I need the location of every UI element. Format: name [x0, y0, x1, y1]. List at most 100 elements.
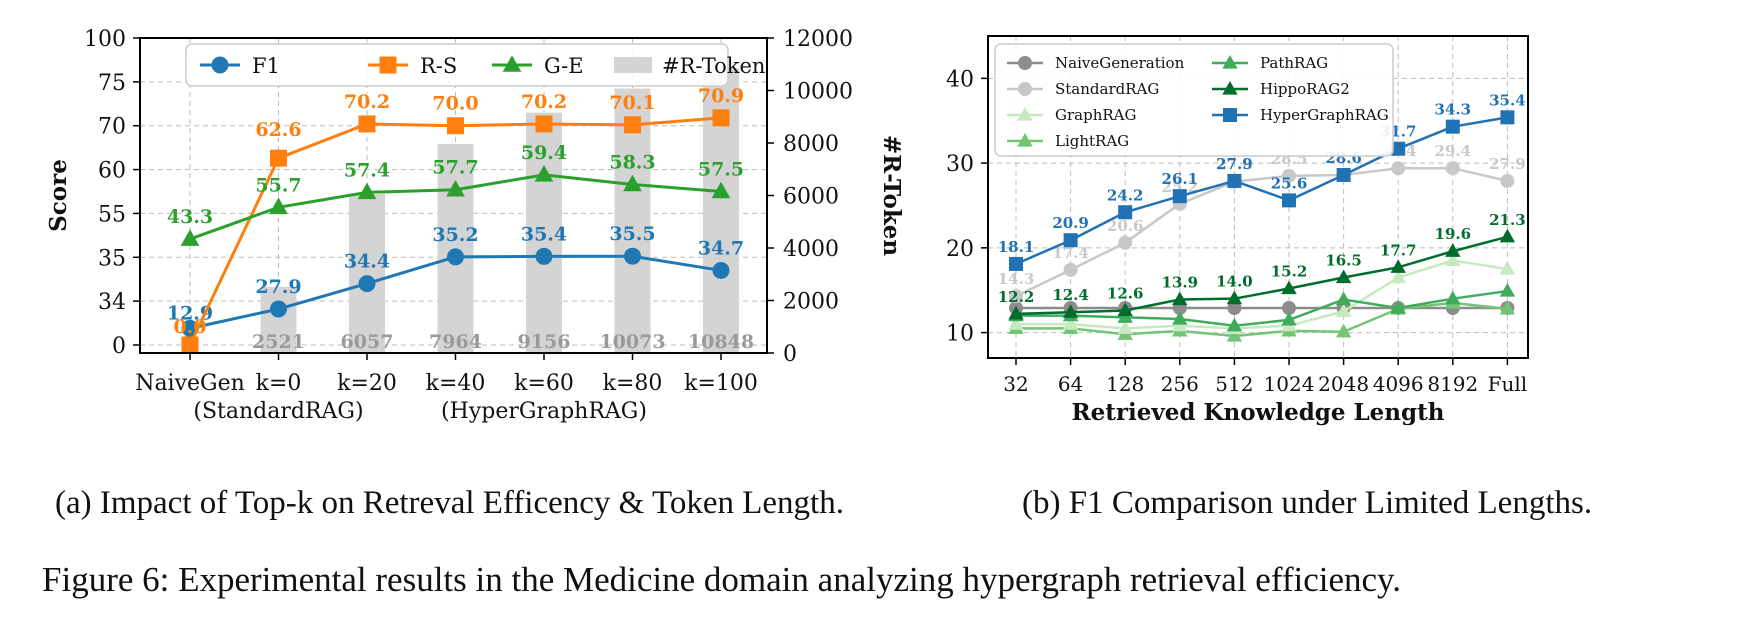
data-label-f1: 35.2: [432, 224, 478, 246]
data-label-r-s: 70.2: [344, 91, 390, 113]
data-label-hipporag2: 14.0: [1216, 273, 1253, 291]
data-point-standardrag: [1282, 168, 1296, 183]
data-point-hipporag2: [1008, 305, 1024, 320]
data-label-hypergraphrag: 26.1: [1162, 170, 1199, 188]
data-label-hypergraphrag: 24.2: [1107, 186, 1144, 204]
data-point-pathrag: [1172, 310, 1188, 325]
data-point-g-e: [711, 181, 731, 199]
token-bar-label: 9156: [518, 331, 571, 353]
data-point-pathrag: [1499, 283, 1516, 297]
data-point-hypergraphrag: [1445, 119, 1460, 134]
data-label-g-e: 57.4: [344, 159, 390, 181]
data-point-g-e: [180, 229, 200, 246]
data-point-standardrag: [1391, 161, 1406, 176]
data-label-standardrag: 14.3: [998, 270, 1035, 288]
data-label-standardrag: 17.4: [1052, 244, 1089, 262]
y-tick-label: 75: [98, 71, 126, 96]
data-label-hipporag2: 12.2: [998, 288, 1035, 306]
legend-label: HippoRAG2: [1260, 80, 1350, 98]
data-label-hipporag2: 15.2: [1271, 263, 1308, 281]
data-label-r-s: 62.6: [255, 119, 301, 141]
legend-marker: [1222, 54, 1238, 69]
x-tick-label: k=60: [514, 371, 574, 396]
token-bar: [349, 194, 385, 353]
data-point-hipporag2: [1172, 291, 1188, 306]
data-label-hypergraphrag: 35.4: [1489, 91, 1526, 109]
y-tick-label: 10: [946, 322, 974, 347]
caption-a: (a) Impact of Top-k on Retreval Efficenc…: [55, 485, 844, 521]
y-tick-label: 100: [84, 27, 126, 52]
caption-b: (b) F1 Comparison under Limited Lengths.: [1022, 485, 1593, 521]
data-label-f1: 35.5: [609, 223, 655, 245]
token-bar-label: 7964: [429, 331, 482, 353]
x-tick-label: Full: [1488, 372, 1528, 396]
x-tick-label: 256: [1161, 372, 1199, 396]
data-label-hipporag2: 12.6: [1107, 285, 1144, 303]
x-axis-title: Retrieved Knowledge Length: [1072, 399, 1445, 426]
data-label-g-e: 43.3: [167, 206, 213, 228]
data-point-r-s: [270, 149, 287, 167]
token-bar: [526, 112, 562, 353]
data-point-hypergraphrag: [1336, 167, 1351, 182]
y2-tick-label: 0: [783, 342, 797, 367]
x-group-label: (StandardRAG): [193, 399, 363, 424]
data-point-standardrag: [1500, 173, 1515, 188]
chart-b: 14.317.420.625.227.828.529.429.427.912.2…: [946, 35, 1529, 426]
y2-tick-label: 12000: [783, 27, 853, 52]
data-label-g-e: 55.7: [255, 174, 301, 196]
plot-frame: [987, 35, 1529, 359]
legend-marker: [1018, 82, 1032, 96]
data-point-graphrag: [1117, 320, 1133, 334]
data-label-hypergraphrag: 27.9: [1216, 155, 1253, 173]
data-label-f1: 34.4: [344, 251, 390, 273]
data-label-hipporag2: 17.7: [1380, 241, 1417, 259]
data-point-graphrag: [1499, 260, 1516, 275]
data-point-hypergraphrag: [1227, 173, 1242, 188]
data-point-pathrag: [1335, 291, 1352, 306]
data-point-r-s: [181, 336, 199, 354]
legend-label: HyperGraphRAG: [1260, 106, 1389, 124]
data-point-f1: [270, 300, 287, 318]
y-tick-label: 0: [112, 334, 126, 359]
data-point-f1: [712, 261, 730, 279]
data-point-r-s: [447, 117, 464, 135]
data-label-r-s: 0.0: [173, 316, 206, 338]
series-line-hipporag2: [1015, 235, 1508, 316]
legend-label: #R-Token: [662, 54, 765, 78]
x-tick-label: k=20: [337, 371, 397, 396]
x-tick-label: 1024: [1264, 372, 1315, 396]
data-point-hypergraphrag: [1282, 193, 1296, 208]
data-point-hipporag2: [1062, 304, 1079, 318]
data-point-hypergraphrag: [1118, 205, 1133, 220]
data-label-hypergraphrag: 20.9: [1052, 214, 1089, 232]
data-point-standardrag: [1118, 235, 1133, 250]
y2-tick-label: 6000: [783, 185, 839, 210]
x-tick-label: 128: [1106, 372, 1144, 396]
y-tick-label: 70: [98, 115, 126, 140]
series-line-lightrag: [1016, 301, 1508, 338]
data-point-graphrag: [1008, 316, 1024, 330]
data-point-pathrag: [1390, 299, 1406, 314]
data-point-f1: [535, 247, 553, 265]
data-point-naivegeneration: [1227, 301, 1242, 316]
data-point-r-s: [535, 115, 553, 133]
data-point-standardrag: [1009, 289, 1023, 304]
data-point-g-e: [623, 174, 642, 192]
x-tick-label: 64: [1058, 372, 1083, 396]
y-tick-label: 34: [98, 290, 126, 315]
data-point-pathrag: [1281, 311, 1297, 326]
data-label-r-s: 70.0: [432, 93, 478, 115]
data-point-graphrag: [1062, 316, 1079, 330]
y-tick-label: 55: [98, 202, 126, 227]
data-label-r-s: 70.9: [698, 85, 744, 107]
legend: NaiveGeneration StandardRAG GraphRAG LightR…: [994, 43, 1394, 157]
legend-marker: [211, 56, 229, 74]
y2-axis-title: #R-Token: [878, 135, 905, 257]
legend-label: G-E: [544, 54, 584, 78]
legend-marker: [1018, 56, 1032, 70]
figure-caption: Figure 6: Experimental results in the Me…: [42, 560, 1402, 599]
data-point-r-s: [358, 115, 376, 133]
data-point-standardrag: [1063, 262, 1078, 277]
series-line-standardrag: [1015, 166, 1508, 298]
y-tick-label: 20: [946, 237, 974, 262]
